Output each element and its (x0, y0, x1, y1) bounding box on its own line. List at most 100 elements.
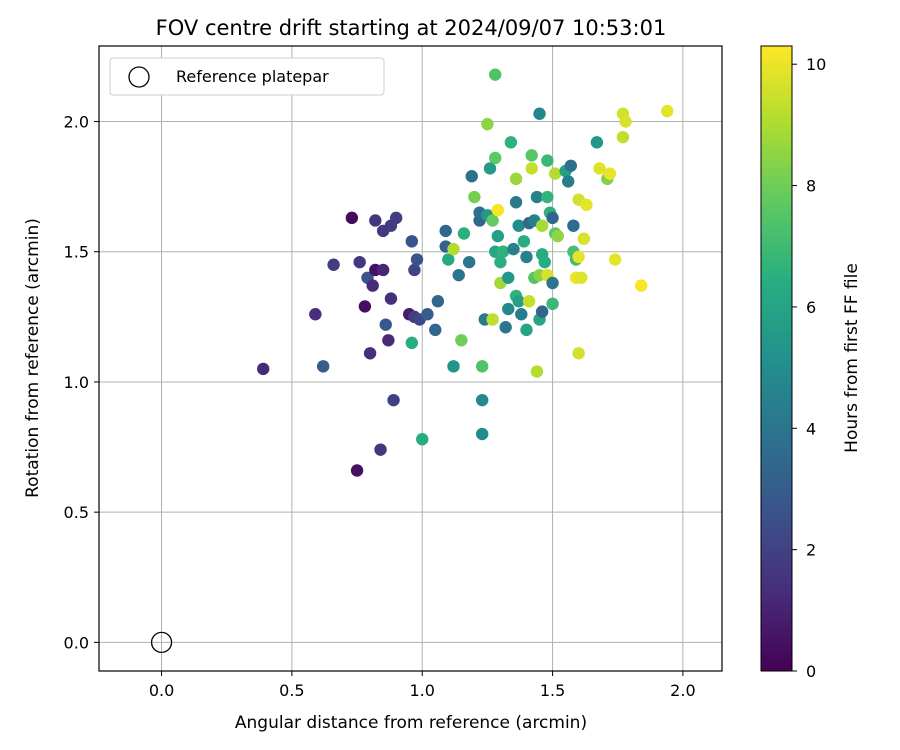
reference-marker (150, 631, 173, 654)
legend-box (109, 57, 385, 96)
data-point (491, 229, 505, 243)
data-point (590, 136, 604, 149)
y-tick-label: 2.0 (64, 113, 89, 132)
data-point (475, 360, 489, 373)
data-point (382, 334, 395, 347)
colorbar-tick-label: 6 (806, 298, 816, 317)
data-point (538, 255, 551, 269)
data-point (530, 365, 544, 378)
data-point (512, 219, 525, 232)
data-point (525, 162, 538, 175)
data-point (572, 250, 585, 264)
data-point (562, 175, 575, 188)
data-point (616, 130, 630, 144)
data-point (316, 360, 330, 373)
data-point (465, 170, 478, 183)
data-point (389, 211, 403, 225)
y-tick-label: 0.5 (64, 503, 89, 522)
colorbar-label: Hours from first FF file (842, 263, 862, 453)
data-point (634, 279, 648, 292)
data-point (522, 295, 536, 308)
data-point (491, 203, 505, 217)
data-point (376, 263, 390, 277)
data-point (572, 347, 585, 360)
data-point (496, 245, 510, 258)
legend-label: Reference platepar (176, 67, 329, 86)
data-point (548, 167, 562, 180)
data-point (468, 190, 481, 204)
data-point (369, 214, 382, 227)
x-tick-label: 0.5 (279, 681, 304, 700)
data-point (546, 276, 559, 290)
data-point (429, 323, 442, 337)
data-point (533, 107, 546, 120)
colorbar-tick-label: 2 (806, 541, 816, 560)
colorbar-ticks: 0 2 4 6 8 10 (792, 55, 826, 681)
data-point (551, 229, 564, 243)
data-point (439, 224, 452, 238)
data-point (363, 347, 377, 360)
data-point (384, 292, 398, 305)
colorbar (760, 45, 793, 672)
data-point (486, 313, 499, 326)
legend: Reference platepar (109, 57, 385, 96)
data-point (457, 227, 471, 240)
data-point (520, 250, 533, 264)
data-point (405, 336, 419, 350)
x-tick-label: 1.5 (540, 681, 565, 700)
data-point (509, 196, 523, 209)
data-point (309, 308, 322, 321)
data-point (512, 295, 525, 308)
data-point (515, 308, 528, 321)
data-point (345, 211, 359, 225)
data-point (327, 258, 340, 271)
x-tick-label: 1.0 (410, 681, 435, 700)
data-point (489, 68, 502, 81)
data-point (442, 253, 455, 266)
plot-frame (98, 45, 723, 672)
data-point (619, 115, 632, 128)
data-points (257, 68, 674, 477)
data-point (580, 198, 593, 212)
y-axis-label: Rotation from reference (arcmin) (23, 218, 43, 498)
data-point (431, 295, 445, 308)
data-point (447, 360, 460, 373)
data-point (520, 323, 533, 337)
data-point (494, 255, 507, 269)
data-point (447, 242, 460, 256)
data-point (486, 214, 499, 227)
data-point (535, 219, 549, 232)
data-point (387, 393, 400, 407)
data-point (475, 393, 489, 407)
y-tick-label: 1.0 (64, 373, 89, 392)
data-point (257, 362, 270, 376)
data-point (541, 190, 554, 204)
data-point (358, 300, 372, 313)
data-point (546, 211, 559, 225)
data-point (452, 268, 465, 282)
colorbar-tick-label: 10 (806, 55, 826, 74)
y-tick-label: 0.0 (64, 633, 89, 652)
y-tick-label: 1.5 (64, 243, 89, 262)
colorbar-tick-label: 0 (806, 662, 816, 681)
data-point (374, 443, 387, 456)
data-point (455, 334, 468, 347)
data-point (502, 302, 515, 316)
grid-lines (99, 46, 722, 671)
data-point (517, 235, 531, 248)
data-point (353, 255, 366, 269)
x-axis-label: Angular distance from reference (arcmin) (235, 713, 587, 733)
x-tick-label: 2.0 (670, 681, 695, 700)
reference-platepar-marker (150, 631, 173, 654)
data-point (546, 297, 559, 311)
data-point (350, 464, 364, 477)
data-point (462, 255, 476, 269)
colorbar-tick-label: 8 (806, 177, 816, 196)
data-point (379, 318, 392, 331)
data-point (489, 151, 502, 165)
colorbar-tick-label: 4 (806, 419, 816, 438)
x-axis-ticks: 0.0 0.5 1.0 1.5 2.0 (149, 671, 696, 700)
data-point (525, 149, 538, 162)
data-point (481, 117, 494, 131)
